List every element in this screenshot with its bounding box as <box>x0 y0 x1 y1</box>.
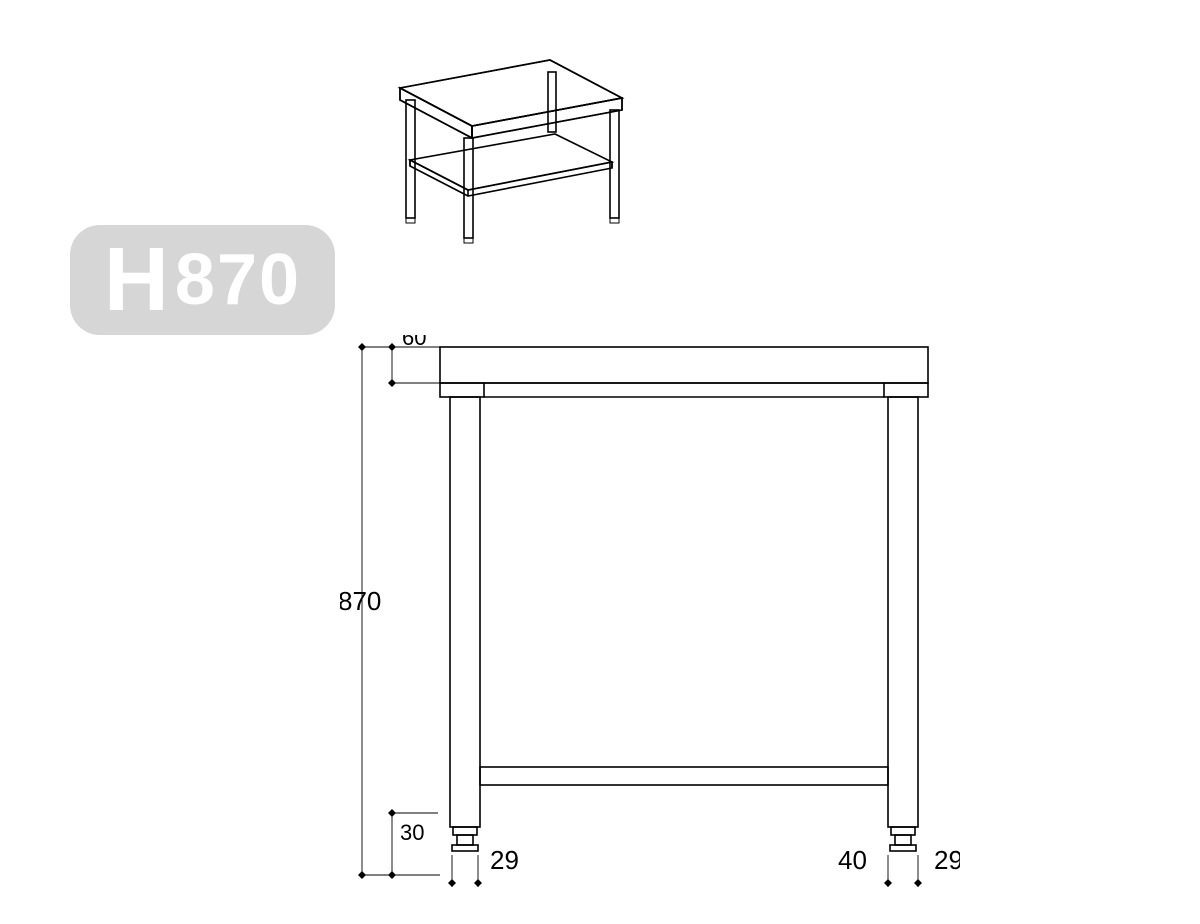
dim-height-label: 870 <box>340 586 381 616</box>
dim-top-thickness-label: 60 <box>402 335 426 350</box>
badge-value: 870 <box>175 244 301 316</box>
foot-left <box>452 827 478 851</box>
badge-prefix: H <box>104 235 169 325</box>
foot-right <box>890 827 916 851</box>
model-badge: H 870 <box>70 225 335 335</box>
technical-drawing: 870 60 30 <box>340 335 960 915</box>
dim-leg-square-label: 40 <box>838 845 867 875</box>
dim-foot-right-label: 29 <box>934 845 960 875</box>
isometric-thumbnail <box>360 40 640 250</box>
dim-foot-left-label: 29 <box>490 845 519 875</box>
dim-left-inset-label: 30 <box>400 820 424 845</box>
